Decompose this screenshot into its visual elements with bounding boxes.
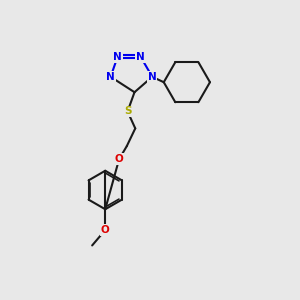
Text: N: N: [113, 52, 122, 62]
Text: N: N: [106, 72, 115, 82]
Text: S: S: [124, 106, 131, 116]
Text: N: N: [148, 72, 157, 82]
Text: O: O: [115, 154, 124, 164]
Text: N: N: [136, 52, 145, 62]
Text: O: O: [101, 225, 110, 235]
